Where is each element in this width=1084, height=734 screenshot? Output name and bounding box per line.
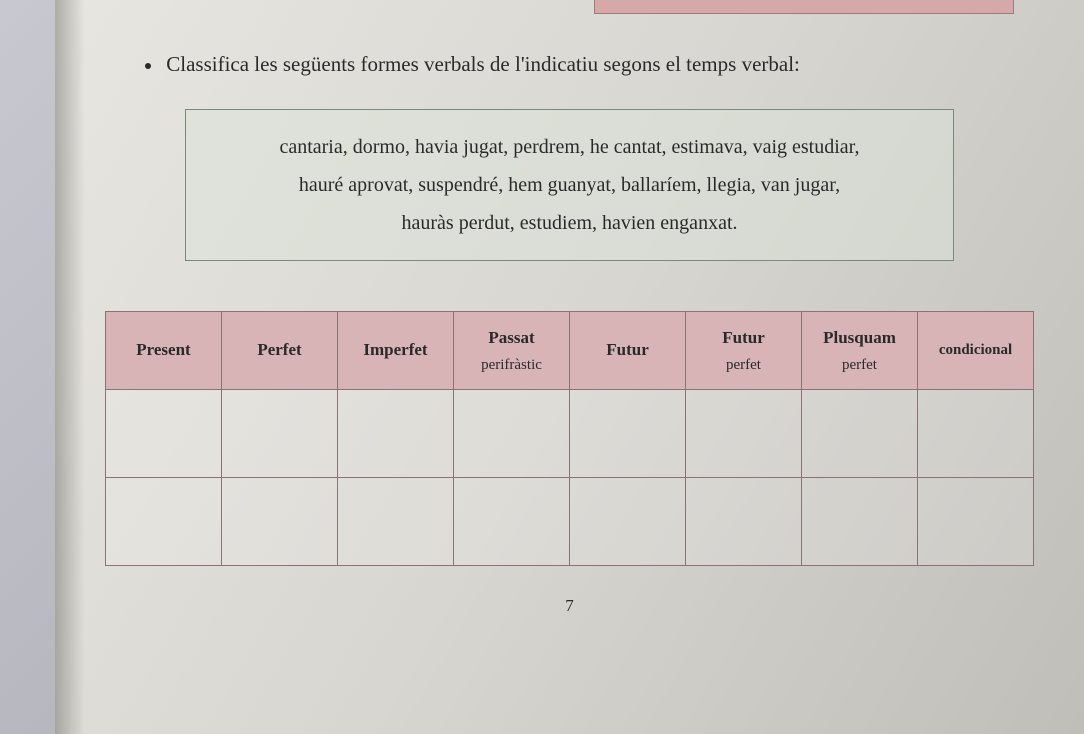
cell[interactable]	[454, 478, 570, 566]
cell[interactable]	[338, 478, 454, 566]
cell[interactable]	[802, 478, 918, 566]
cell[interactable]	[454, 390, 570, 478]
cell[interactable]	[570, 478, 686, 566]
cell[interactable]	[918, 390, 1034, 478]
cell[interactable]	[106, 478, 222, 566]
col-imperfet: Imperfet	[338, 312, 454, 390]
word-bank-box: cantaria, dormo, havia jugat, perdrem, h…	[185, 109, 954, 261]
worksheet-page: Classifica les següents formes verbals d…	[55, 0, 1084, 734]
top-pink-fragment	[594, 0, 1014, 14]
instruction-content: Classifica les següents formes verbals d…	[166, 52, 800, 76]
cell[interactable]	[570, 390, 686, 478]
col-condicional: condicional	[918, 312, 1034, 390]
word-bank-line: hauré aprovat, suspendré, hem guanyat, b…	[216, 166, 923, 204]
col-perfet: Perfet	[222, 312, 338, 390]
tense-classification-table: Present Perfet Imperfet Passatperifràsti…	[105, 311, 1034, 566]
table-row	[106, 478, 1034, 566]
cell[interactable]	[338, 390, 454, 478]
cell[interactable]	[802, 390, 918, 478]
cell[interactable]	[222, 478, 338, 566]
table-row	[106, 390, 1034, 478]
table-header-row: Present Perfet Imperfet Passatperifràsti…	[106, 312, 1034, 390]
col-plusquam-perfet: Plusquamperfet	[802, 312, 918, 390]
page-number: 7	[105, 596, 1034, 616]
word-bank-line: cantaria, dormo, havia jugat, perdrem, h…	[216, 128, 923, 166]
word-bank-line: hauràs perdut, estudiem, havien enganxat…	[216, 204, 923, 242]
cell[interactable]	[106, 390, 222, 478]
cell[interactable]	[222, 390, 338, 478]
col-futur-perfet: Futurperfet	[686, 312, 802, 390]
bullet-icon	[145, 63, 151, 69]
instruction-text: Classifica les següents formes verbals d…	[145, 50, 994, 79]
cell[interactable]	[918, 478, 1034, 566]
cell[interactable]	[686, 478, 802, 566]
col-present: Present	[106, 312, 222, 390]
cell[interactable]	[686, 390, 802, 478]
col-futur: Futur	[570, 312, 686, 390]
col-passat-perifrastic: Passatperifràstic	[454, 312, 570, 390]
